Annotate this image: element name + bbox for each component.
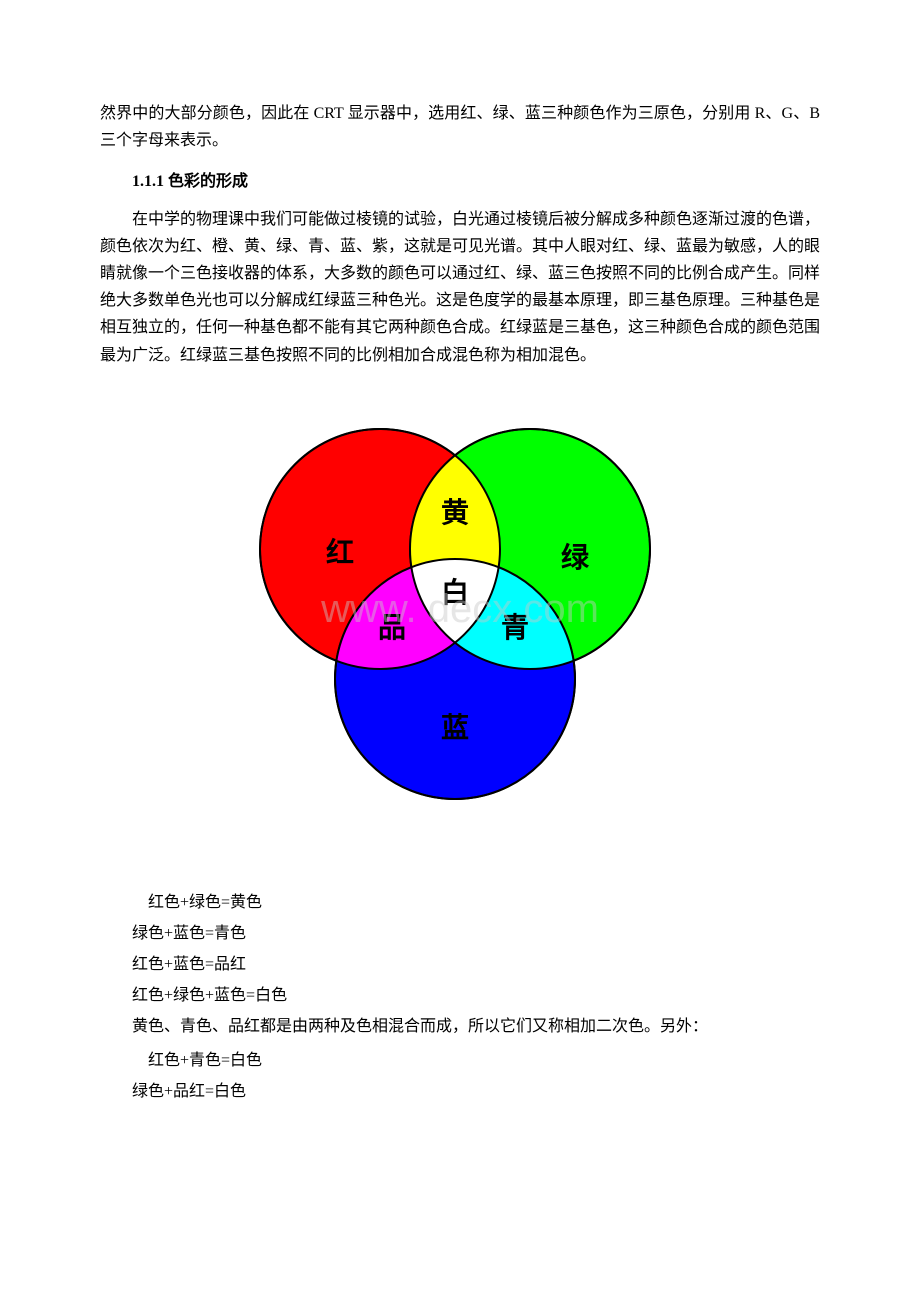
- venn-label-red: 红: [326, 530, 354, 578]
- mid-paragraph: 黄色、青色、品红都是由两种及色相混合而成，所以它们又称相加二次色。另外：: [100, 1013, 820, 1040]
- intro-paragraph: 然界中的大部分颜色，因此在 CRT 显示器中，选用红、绿、蓝三种颜色作为三原色，…: [100, 100, 820, 154]
- body-paragraph: 在中学的物理课中我们可能做过棱镜的试验，白光通过棱镜后被分解成多种颜色逐渐过渡的…: [100, 206, 820, 369]
- venn-label-yellow: 黄: [441, 490, 469, 538]
- venn-label-green: 绿: [561, 535, 589, 583]
- equation-line: 红色+青色=白色: [100, 1047, 820, 1074]
- equation-line: 绿色+蓝色=青色: [100, 920, 820, 947]
- rgb-venn-diagram: 红 绿 蓝 黄 青 品 白 www. decx.com: [230, 399, 690, 829]
- equation-line: 红色+绿色=黄色: [100, 889, 820, 916]
- venn-label-magenta: 品: [378, 605, 406, 653]
- venn-label-white: 白: [441, 570, 469, 618]
- equation-line: 红色+绿色+蓝色=白色: [100, 982, 820, 1009]
- venn-diagram-container: 红 绿 蓝 黄 青 品 白 www. decx.com: [100, 399, 820, 829]
- venn-label-blue: 蓝: [441, 705, 469, 753]
- equation-line: 绿色+品红=白色: [100, 1078, 820, 1105]
- venn-label-cyan: 青: [501, 605, 529, 653]
- equation-line: 红色+蓝色=品红: [100, 951, 820, 978]
- document-page: 然界中的大部分颜色，因此在 CRT 显示器中，选用红、绿、蓝三种颜色作为三原色，…: [0, 0, 920, 1169]
- section-heading: 1.1.1 色彩的形成: [100, 168, 820, 195]
